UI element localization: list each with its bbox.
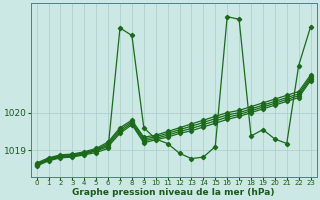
X-axis label: Graphe pression niveau de la mer (hPa): Graphe pression niveau de la mer (hPa) — [72, 188, 275, 197]
